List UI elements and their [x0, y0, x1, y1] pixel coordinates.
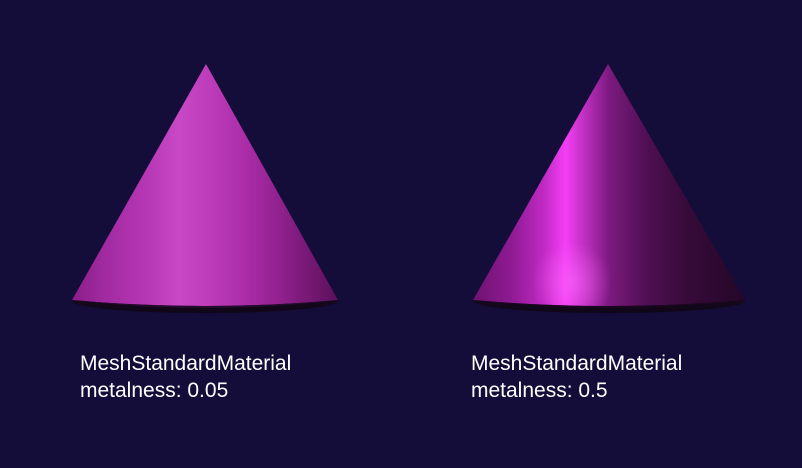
caption-right: MeshStandardMaterial metalness: 0.5	[471, 350, 682, 404]
cone-left-rim	[72, 300, 338, 308]
cone-left-body	[72, 64, 338, 306]
cone-right-highlight	[473, 64, 745, 306]
cone-left	[72, 64, 338, 313]
material-label: MeshStandardMaterial	[471, 352, 683, 375]
material-label: MeshStandardMaterial	[80, 352, 292, 375]
metalness-label: metalness: 0.5	[471, 379, 608, 402]
cone-right	[473, 64, 745, 313]
cone-right-rim	[473, 300, 745, 308]
metalness-label: metalness: 0.05	[80, 379, 229, 402]
caption-left: MeshStandardMaterial metalness: 0.05	[80, 350, 291, 404]
